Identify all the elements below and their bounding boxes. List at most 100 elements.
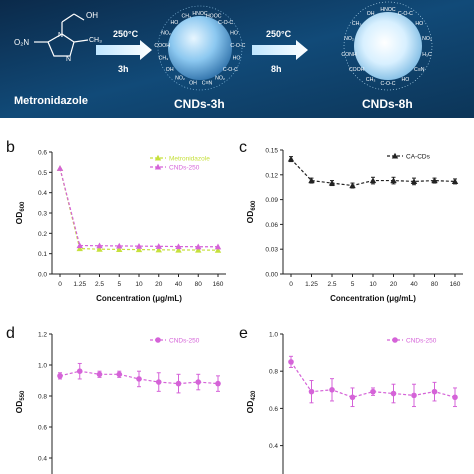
surface-group-label: HO xyxy=(171,20,179,26)
data-point xyxy=(154,163,162,170)
y-axis-label-sub: 420 xyxy=(251,390,257,401)
data-point xyxy=(288,359,294,365)
data-point xyxy=(410,178,418,184)
data-point xyxy=(155,246,162,253)
data-point xyxy=(96,371,103,378)
surface-group-label: C-O-C xyxy=(223,67,238,73)
y-axis-label: OD600 xyxy=(245,200,257,223)
x-tick-label: 160 xyxy=(213,281,224,288)
data-point xyxy=(56,165,64,171)
x-axis-label: Concentration (μg/mL) xyxy=(330,294,416,303)
y-tick-label: 0.0 xyxy=(38,272,47,279)
legend-label: CNDs-250 xyxy=(169,165,200,172)
molecule-n1: N xyxy=(58,32,63,39)
x-tick-label: 5 xyxy=(117,281,121,288)
surface-group-label: CH₃ xyxy=(181,13,191,19)
surface-group-label: NO₂ xyxy=(161,30,171,36)
surface-group-label: C-O-C xyxy=(398,11,413,17)
surface-group-label: HNOC xyxy=(380,7,396,13)
surface-group-label: NO₂ xyxy=(422,36,432,42)
y-axis-label: OD420 xyxy=(245,390,257,413)
panel-letter: e xyxy=(239,325,248,342)
y-tick-label: 0.4 xyxy=(38,456,47,463)
data-point xyxy=(431,177,438,184)
legend-label: Metronidazole xyxy=(169,156,210,163)
arrow-step1 xyxy=(96,40,152,60)
data-point xyxy=(76,245,83,252)
data-point xyxy=(135,242,143,249)
data-point xyxy=(308,177,315,184)
legend-label: CA-CDs xyxy=(406,154,431,161)
y-axis-label: OD550 xyxy=(14,390,26,413)
data-point xyxy=(155,243,162,249)
y-tick-label: 0.4 xyxy=(269,443,278,450)
surface-group-label: NO₂ xyxy=(175,76,185,82)
x-axis-label: Concentration (μg/mL) xyxy=(96,294,182,303)
y-tick-label: 0.2 xyxy=(38,231,47,238)
data-point xyxy=(431,388,438,395)
label-cnds-3h: CNDs-3h xyxy=(174,97,225,111)
data-point xyxy=(392,337,398,343)
synthesis-banner: OH O₂N CH₃ N N 250°C 3h HNOCHOOCC-O-CHOC… xyxy=(0,0,474,118)
cnds-8h-dot xyxy=(354,12,422,80)
arrow-step2 xyxy=(252,40,308,60)
data-point xyxy=(390,390,397,397)
surface-group-label: C-O-C xyxy=(218,20,233,26)
y-tick-label: 1.0 xyxy=(38,363,47,370)
y-axis-label-sub: 550 xyxy=(20,390,26,401)
data-point xyxy=(155,379,162,385)
x-tick-label: 5 xyxy=(351,281,355,288)
arrow1-temp: 250°C xyxy=(113,29,139,39)
y-axis-label-main: OD xyxy=(14,401,24,414)
x-tick-label: 1.25 xyxy=(73,281,86,288)
x-tick-label: 2.5 xyxy=(327,281,336,288)
y-tick-label: 0.3 xyxy=(38,211,47,218)
y-axis-label-main: OD xyxy=(245,401,255,414)
data-point xyxy=(76,368,83,374)
arrow2-temp: 250°C xyxy=(266,29,292,39)
data-point xyxy=(96,245,103,252)
x-tick-label: 0 xyxy=(289,281,293,288)
data-point xyxy=(328,179,336,186)
data-point xyxy=(369,177,377,184)
x-tick-label: 0 xyxy=(58,281,62,288)
data-point xyxy=(96,242,103,249)
data-point xyxy=(391,152,399,159)
data-point xyxy=(116,371,123,378)
series-line xyxy=(290,361,456,398)
y-axis-label-main: OD xyxy=(14,212,24,225)
surface-group-label: OH xyxy=(189,80,197,86)
cnds-3h-dot xyxy=(168,16,232,80)
data-point xyxy=(155,337,161,343)
surface-group-label: OH xyxy=(367,11,375,17)
molecule-ch3: CH₃ xyxy=(89,37,102,44)
y-tick-label: 0.1 xyxy=(38,251,47,258)
y-tick-label: 0.03 xyxy=(265,247,278,254)
data-point xyxy=(175,246,182,253)
surface-group-label: COOH xyxy=(154,43,170,49)
y-tick-label: 0.4 xyxy=(38,190,47,197)
data-point xyxy=(349,182,356,189)
molecule-no2: O₂N xyxy=(14,38,29,47)
surface-group-label: C-O-C xyxy=(381,81,396,87)
arrow2-time: 8h xyxy=(271,64,282,74)
data-point xyxy=(411,392,417,399)
dot-mid-halo xyxy=(157,5,243,91)
y-tick-label: 0.8 xyxy=(269,369,278,376)
x-tick-label: 40 xyxy=(410,281,418,288)
y-tick-label: 0.6 xyxy=(269,406,278,413)
data-point xyxy=(370,388,376,395)
y-tick-label: 0.12 xyxy=(265,172,278,179)
data-point xyxy=(154,154,162,161)
surface-group-label: CH₃ xyxy=(366,77,376,83)
data-point xyxy=(195,379,202,385)
y-axis-label-sub: 600 xyxy=(251,200,257,211)
x-tick-label: 10 xyxy=(369,281,377,288)
data-point xyxy=(135,246,143,253)
y-tick-label: 1.0 xyxy=(269,332,278,339)
x-tick-label: 20 xyxy=(390,281,398,288)
surface-group-label: CONH xyxy=(341,52,357,58)
surface-group-label: H₃C xyxy=(422,52,432,58)
data-point xyxy=(390,177,397,184)
